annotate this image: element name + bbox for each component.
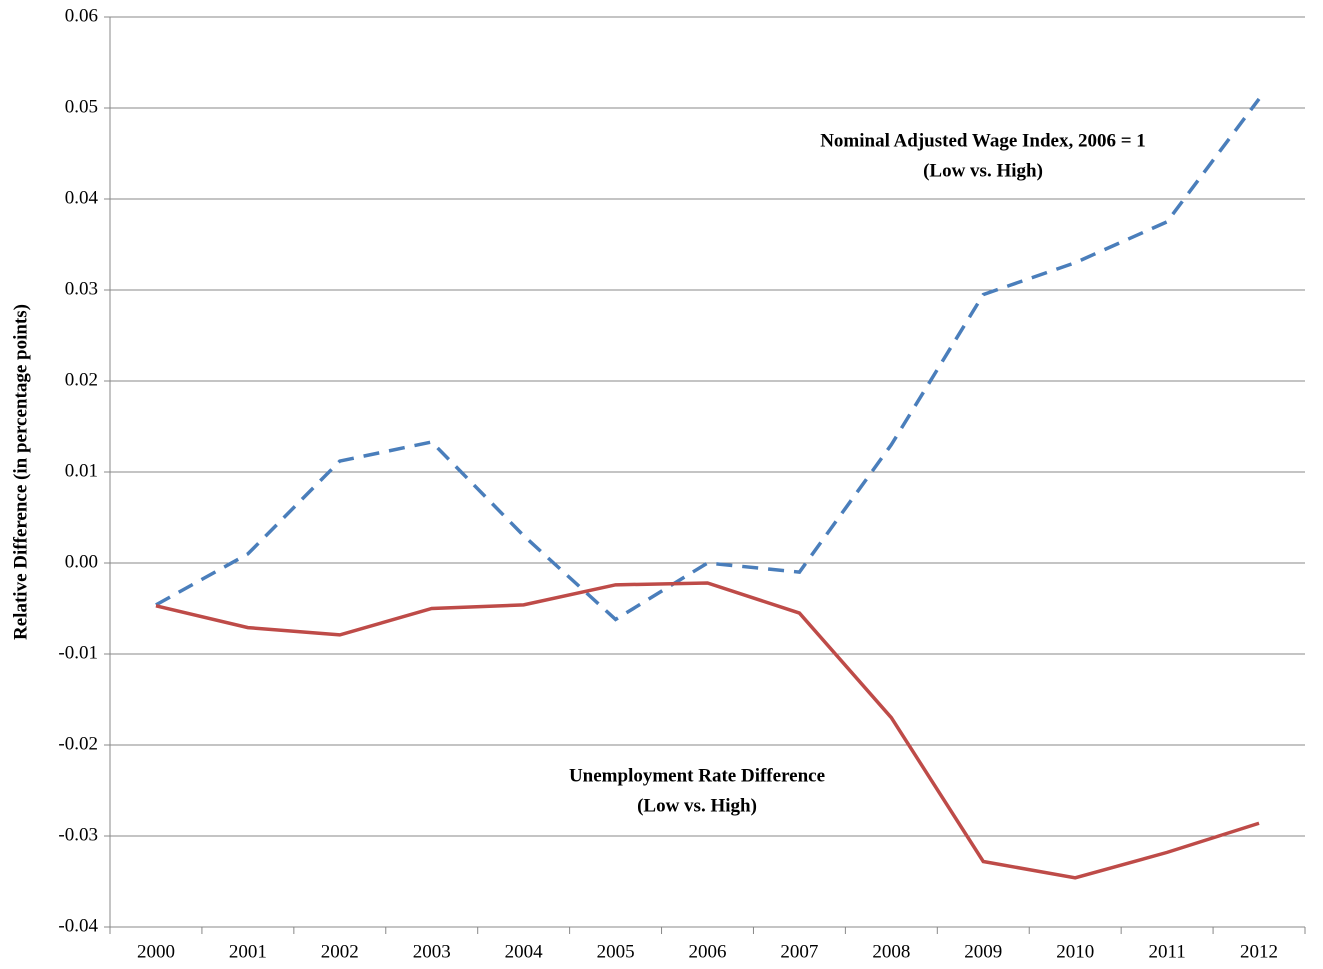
y-tick-label: 0.01 [65,460,98,481]
y-axis-label: Relative Difference (in percentage point… [10,304,31,640]
y-tick-label: -0.01 [58,642,98,663]
x-tick-label: 2003 [413,941,451,962]
x-tick-label: 2001 [229,941,267,962]
x-tick-label: 2007 [780,941,818,962]
y-tick-label: 0.05 [65,96,98,117]
series-line [155,97,1261,622]
x-tick-label: 2004 [505,941,544,962]
series-line [155,581,1260,880]
x-tick-label: 2002 [321,941,359,962]
x-tick-label: 2011 [1148,941,1185,962]
x-tick-label: 2008 [872,941,910,962]
y-tick-label: -0.03 [58,824,98,845]
x-tick-label: 2009 [964,941,1002,962]
y-tick-label: 0.06 [65,5,98,26]
y-tick-label: 0.04 [65,187,99,208]
x-tick-label: 2006 [689,941,727,962]
series-annotation: Nominal Adjusted Wage Index, 2006 = 1 [820,130,1146,151]
x-tick-label: 2005 [597,941,635,962]
x-tick-label: 2010 [1056,941,1094,962]
series-annotation: (Low vs. High) [637,795,757,816]
y-tick-label: -0.04 [58,915,98,936]
y-tick-label: 0.03 [65,278,98,299]
y-tick-label: -0.02 [58,733,98,754]
y-tick-label: 0.02 [65,369,98,390]
series-annotation: Unemployment Rate Difference [569,765,825,786]
x-tick-label: 2012 [1240,941,1278,962]
x-tick-label: 2000 [137,941,175,962]
series-annotation: (Low vs. High) [923,160,1043,181]
y-tick-label: 0.00 [65,551,98,572]
